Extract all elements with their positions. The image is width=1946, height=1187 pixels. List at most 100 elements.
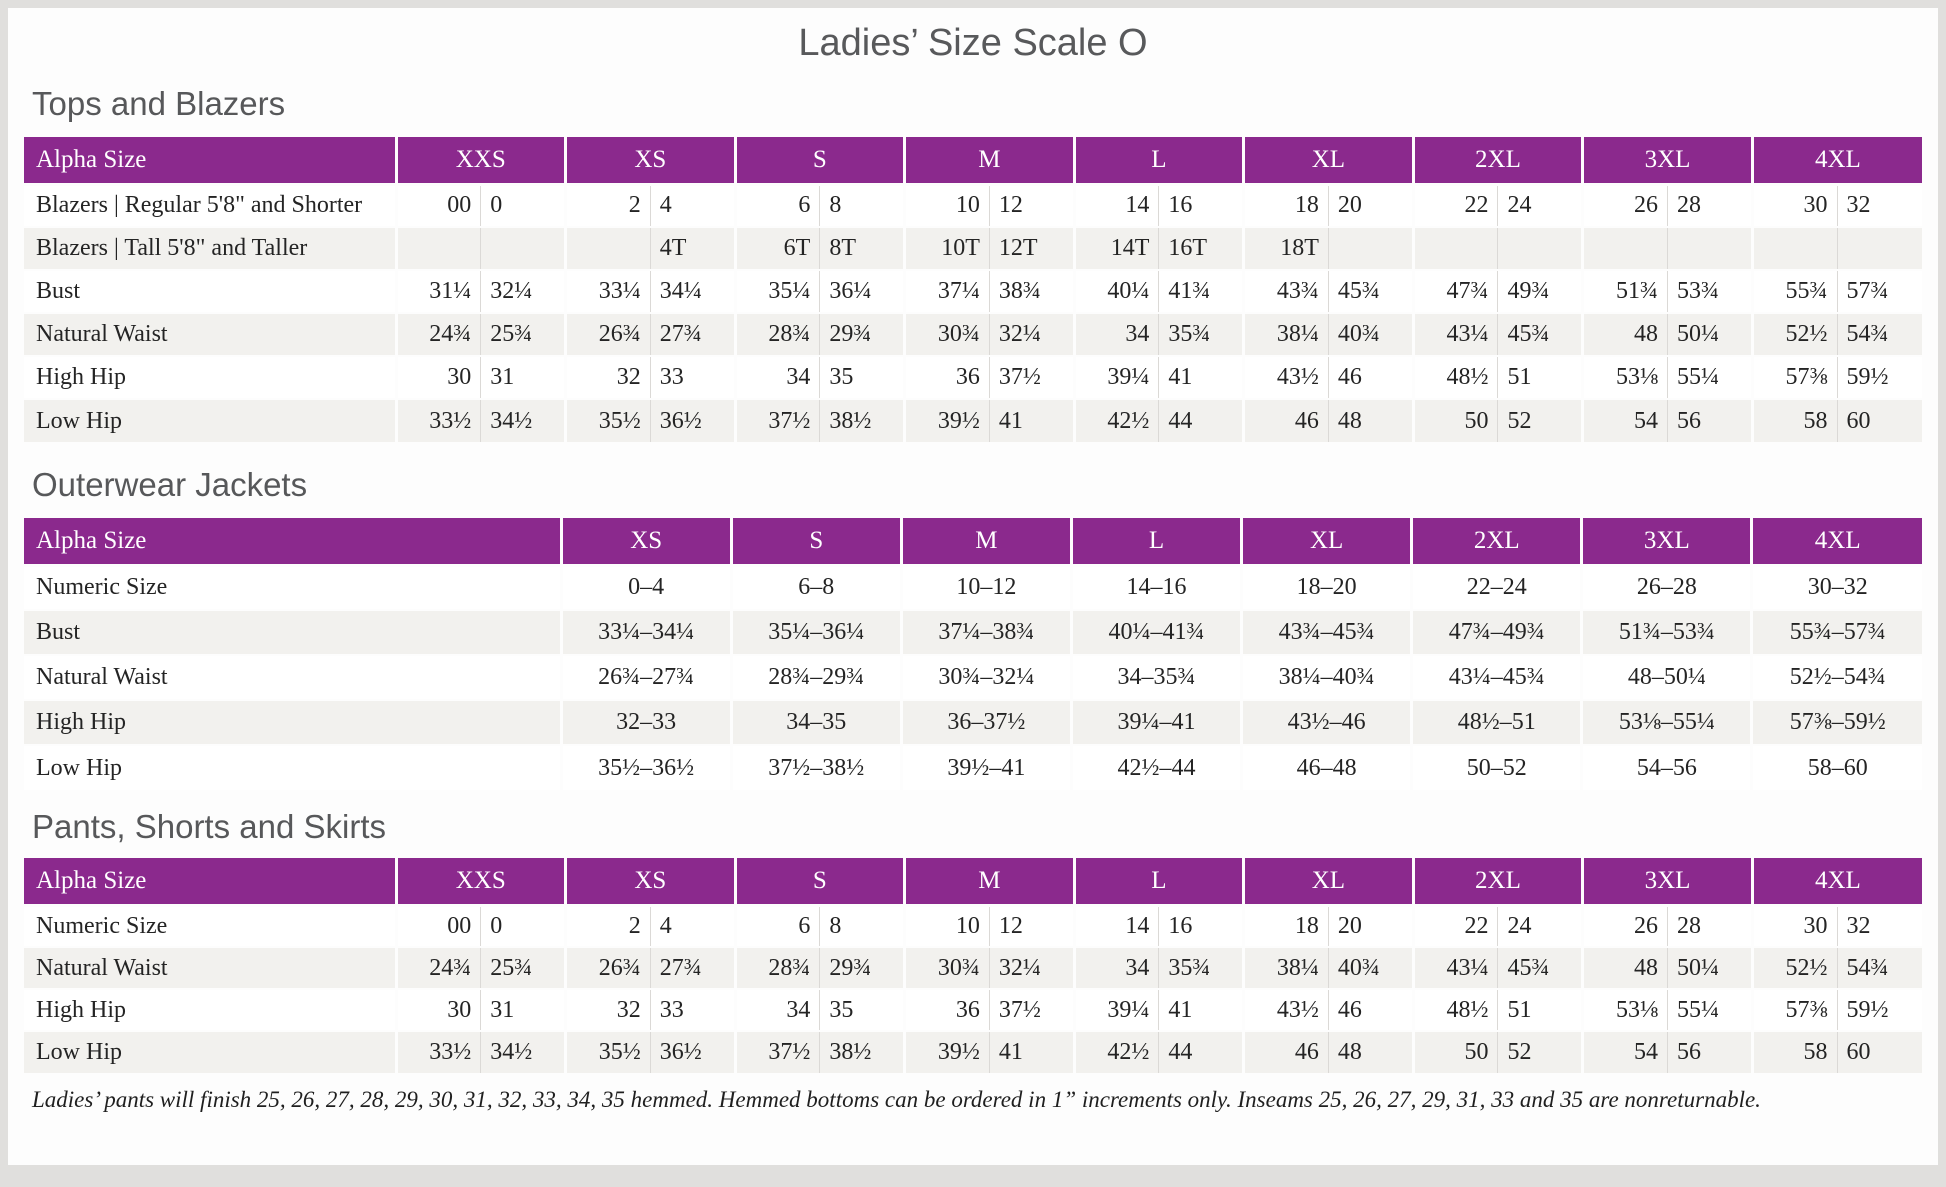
data-cell: 53⅛ (1581, 988, 1668, 1031)
data-cell: 37½ (988, 988, 1075, 1031)
row-label: High Hip (24, 699, 562, 745)
data-cell: 0 (480, 183, 566, 227)
data-cell: 14 (1072, 183, 1159, 227)
data-cell: 47¾ (1411, 269, 1498, 313)
data-cell: 36–37½ (899, 699, 1072, 745)
column-header-xs: XS (564, 137, 736, 186)
data-cell: 16 (1158, 904, 1244, 947)
column-header-4xl: 4XL (1750, 518, 1922, 567)
data-cell: 39¼–41 (1069, 699, 1242, 745)
data-cell: 8T (819, 226, 905, 270)
data-cell: 20 (1327, 183, 1414, 227)
data-cell: 37½–38½ (729, 744, 902, 790)
data-cell: 54¾ (1836, 946, 1922, 989)
data-cell: 35 (819, 988, 905, 1031)
size-chart-page: Ladies’ Size Scale O Tops and Blazers Al… (8, 8, 1938, 1165)
row-label: Natural Waist (24, 946, 396, 989)
column-header-4xl: 4XL (1750, 858, 1922, 907)
row-label: Low Hip (24, 398, 396, 442)
data-cell: 53⅛ (1581, 355, 1668, 399)
data-cell: 50¼ (1666, 946, 1753, 989)
column-header-xl: XL (1242, 858, 1414, 907)
data-cell: 14–16 (1069, 564, 1242, 610)
data-cell: 54 (1581, 398, 1668, 442)
table-row: Low Hip 33½ 34½ 35½ 36½ 37½ 38½ 39½ 41 42½ 44 46 48 5… (24, 1030, 1922, 1073)
data-cell (1750, 226, 1838, 270)
column-header-2xl: 2XL (1410, 518, 1582, 567)
data-cell: 12T (988, 226, 1075, 270)
data-cell: 32¼ (480, 269, 566, 313)
column-header-3xl: 3XL (1581, 858, 1753, 907)
data-cell: 30¾ (903, 946, 990, 989)
data-cell: 33½ (394, 1030, 481, 1073)
row-label: Bust (24, 609, 562, 655)
data-cell: 46 (1327, 355, 1414, 399)
data-cell: 18T (1242, 226, 1329, 270)
data-cell: 56 (1666, 398, 1753, 442)
data-cell: 32 (564, 355, 651, 399)
column-header-xs: XS (559, 518, 732, 567)
data-cell: 10 (903, 183, 990, 227)
data-cell: 60 (1836, 398, 1922, 442)
table-row: Numeric Size 00 0 2 4 6 8 10 12 14 16 18 20 22 24 26 28 3… (24, 904, 1922, 947)
data-cell: 32¼ (988, 946, 1075, 989)
pants-shorts-and-skirts-table: Alpha Size XXS XS S M L XL 2XL 3XL 4XL Numeric Siz… (24, 858, 1922, 1073)
data-cell: 39½ (903, 398, 990, 442)
data-cell: 43¼–45¾ (1410, 654, 1582, 700)
page-title: Ladies’ Size Scale O (798, 22, 1148, 64)
column-header-m: M (903, 858, 1075, 907)
data-cell: 48½–51 (1410, 699, 1582, 745)
data-cell: 4 (649, 183, 736, 227)
data-cell: 2 (564, 904, 651, 947)
table-row: Natural Waist 26¾–27¾ 28¾–29¾ 30¾–32¼ 34–35¾… (24, 654, 1922, 700)
data-cell: 38½ (819, 1030, 905, 1073)
column-header-xs: XS (564, 858, 736, 907)
table-row: Low Hip 33½ 34½ 35½ 36½ 37½ 38½ 39½ 41 42½ 44 46 48 5… (24, 398, 1922, 442)
row-label: Low Hip (24, 744, 562, 790)
data-cell: 51 (1497, 988, 1583, 1031)
tops-and-blazers-table: Alpha Size XXS XS S M L XL 2XL 3XL 4XL Blazers | R… (24, 137, 1922, 442)
data-cell: 41 (1158, 988, 1244, 1031)
data-cell: 29¾ (819, 946, 905, 989)
data-cell: 55¾–57¾ (1750, 609, 1922, 655)
data-cell: 57⅜ (1750, 988, 1838, 1031)
data-cell: 48 (1327, 398, 1414, 442)
data-cell: 55¾ (1750, 269, 1838, 313)
data-cell: 39¼ (1072, 355, 1159, 399)
data-cell: 4 (649, 904, 736, 947)
table-row: Natural Waist 24¾ 25¾ 26¾ 27¾ 28¾ 29¾ 30¾ 32¼ 34 3… (24, 312, 1922, 356)
data-cell: 32 (1836, 904, 1922, 947)
data-cell: 43½–46 (1240, 699, 1412, 745)
data-cell: 8 (819, 904, 905, 947)
data-cell: 6 (733, 904, 820, 947)
data-cell: 52 (1497, 398, 1583, 442)
data-cell: 46 (1242, 1030, 1329, 1073)
data-cell: 28 (1666, 904, 1753, 947)
data-cell: 48–50¼ (1580, 654, 1752, 700)
data-cell: 16T (1158, 226, 1244, 270)
data-cell (564, 226, 651, 270)
data-cell: 18 (1242, 904, 1329, 947)
data-cell: 40¼ (1072, 269, 1159, 313)
data-cell: 52½ (1750, 312, 1838, 356)
table-row: Natural Waist 24¾ 25¾ 26¾ 27¾ 28¾ 29¾ 30¾ 32¼ 34 3… (24, 946, 1922, 989)
data-cell (1327, 226, 1414, 270)
data-cell: 51¾ (1581, 269, 1668, 313)
data-cell: 43¼ (1411, 312, 1498, 356)
data-cell: 58 (1750, 398, 1838, 442)
data-cell: 34 (733, 988, 820, 1031)
column-header-xxs: XXS (394, 858, 566, 907)
data-cell: 22–24 (1410, 564, 1582, 610)
data-cell: 47¾–49¾ (1410, 609, 1582, 655)
data-cell: 33 (649, 355, 736, 399)
data-cell: 31 (480, 355, 566, 399)
data-cell: 55¼ (1666, 355, 1753, 399)
data-cell: 28 (1666, 183, 1753, 227)
data-cell (1411, 226, 1498, 270)
data-cell (1836, 226, 1922, 270)
table-row: Low Hip 35½–36½ 37½–38½ 39½–41 42½–44 46–48 50… (24, 744, 1922, 790)
pants-shorts-and-skirts-table-container: Alpha Size XXS XS S M L XL 2XL 3XL 4XL Numeric Siz… (24, 858, 1922, 1073)
table-row: High Hip 30 31 32 33 34 35 36 37½ 39¼ 41 43½ 46 48½ 51… (24, 988, 1922, 1031)
column-header-m: M (899, 518, 1072, 567)
data-cell: 43¾–45¾ (1240, 609, 1412, 655)
